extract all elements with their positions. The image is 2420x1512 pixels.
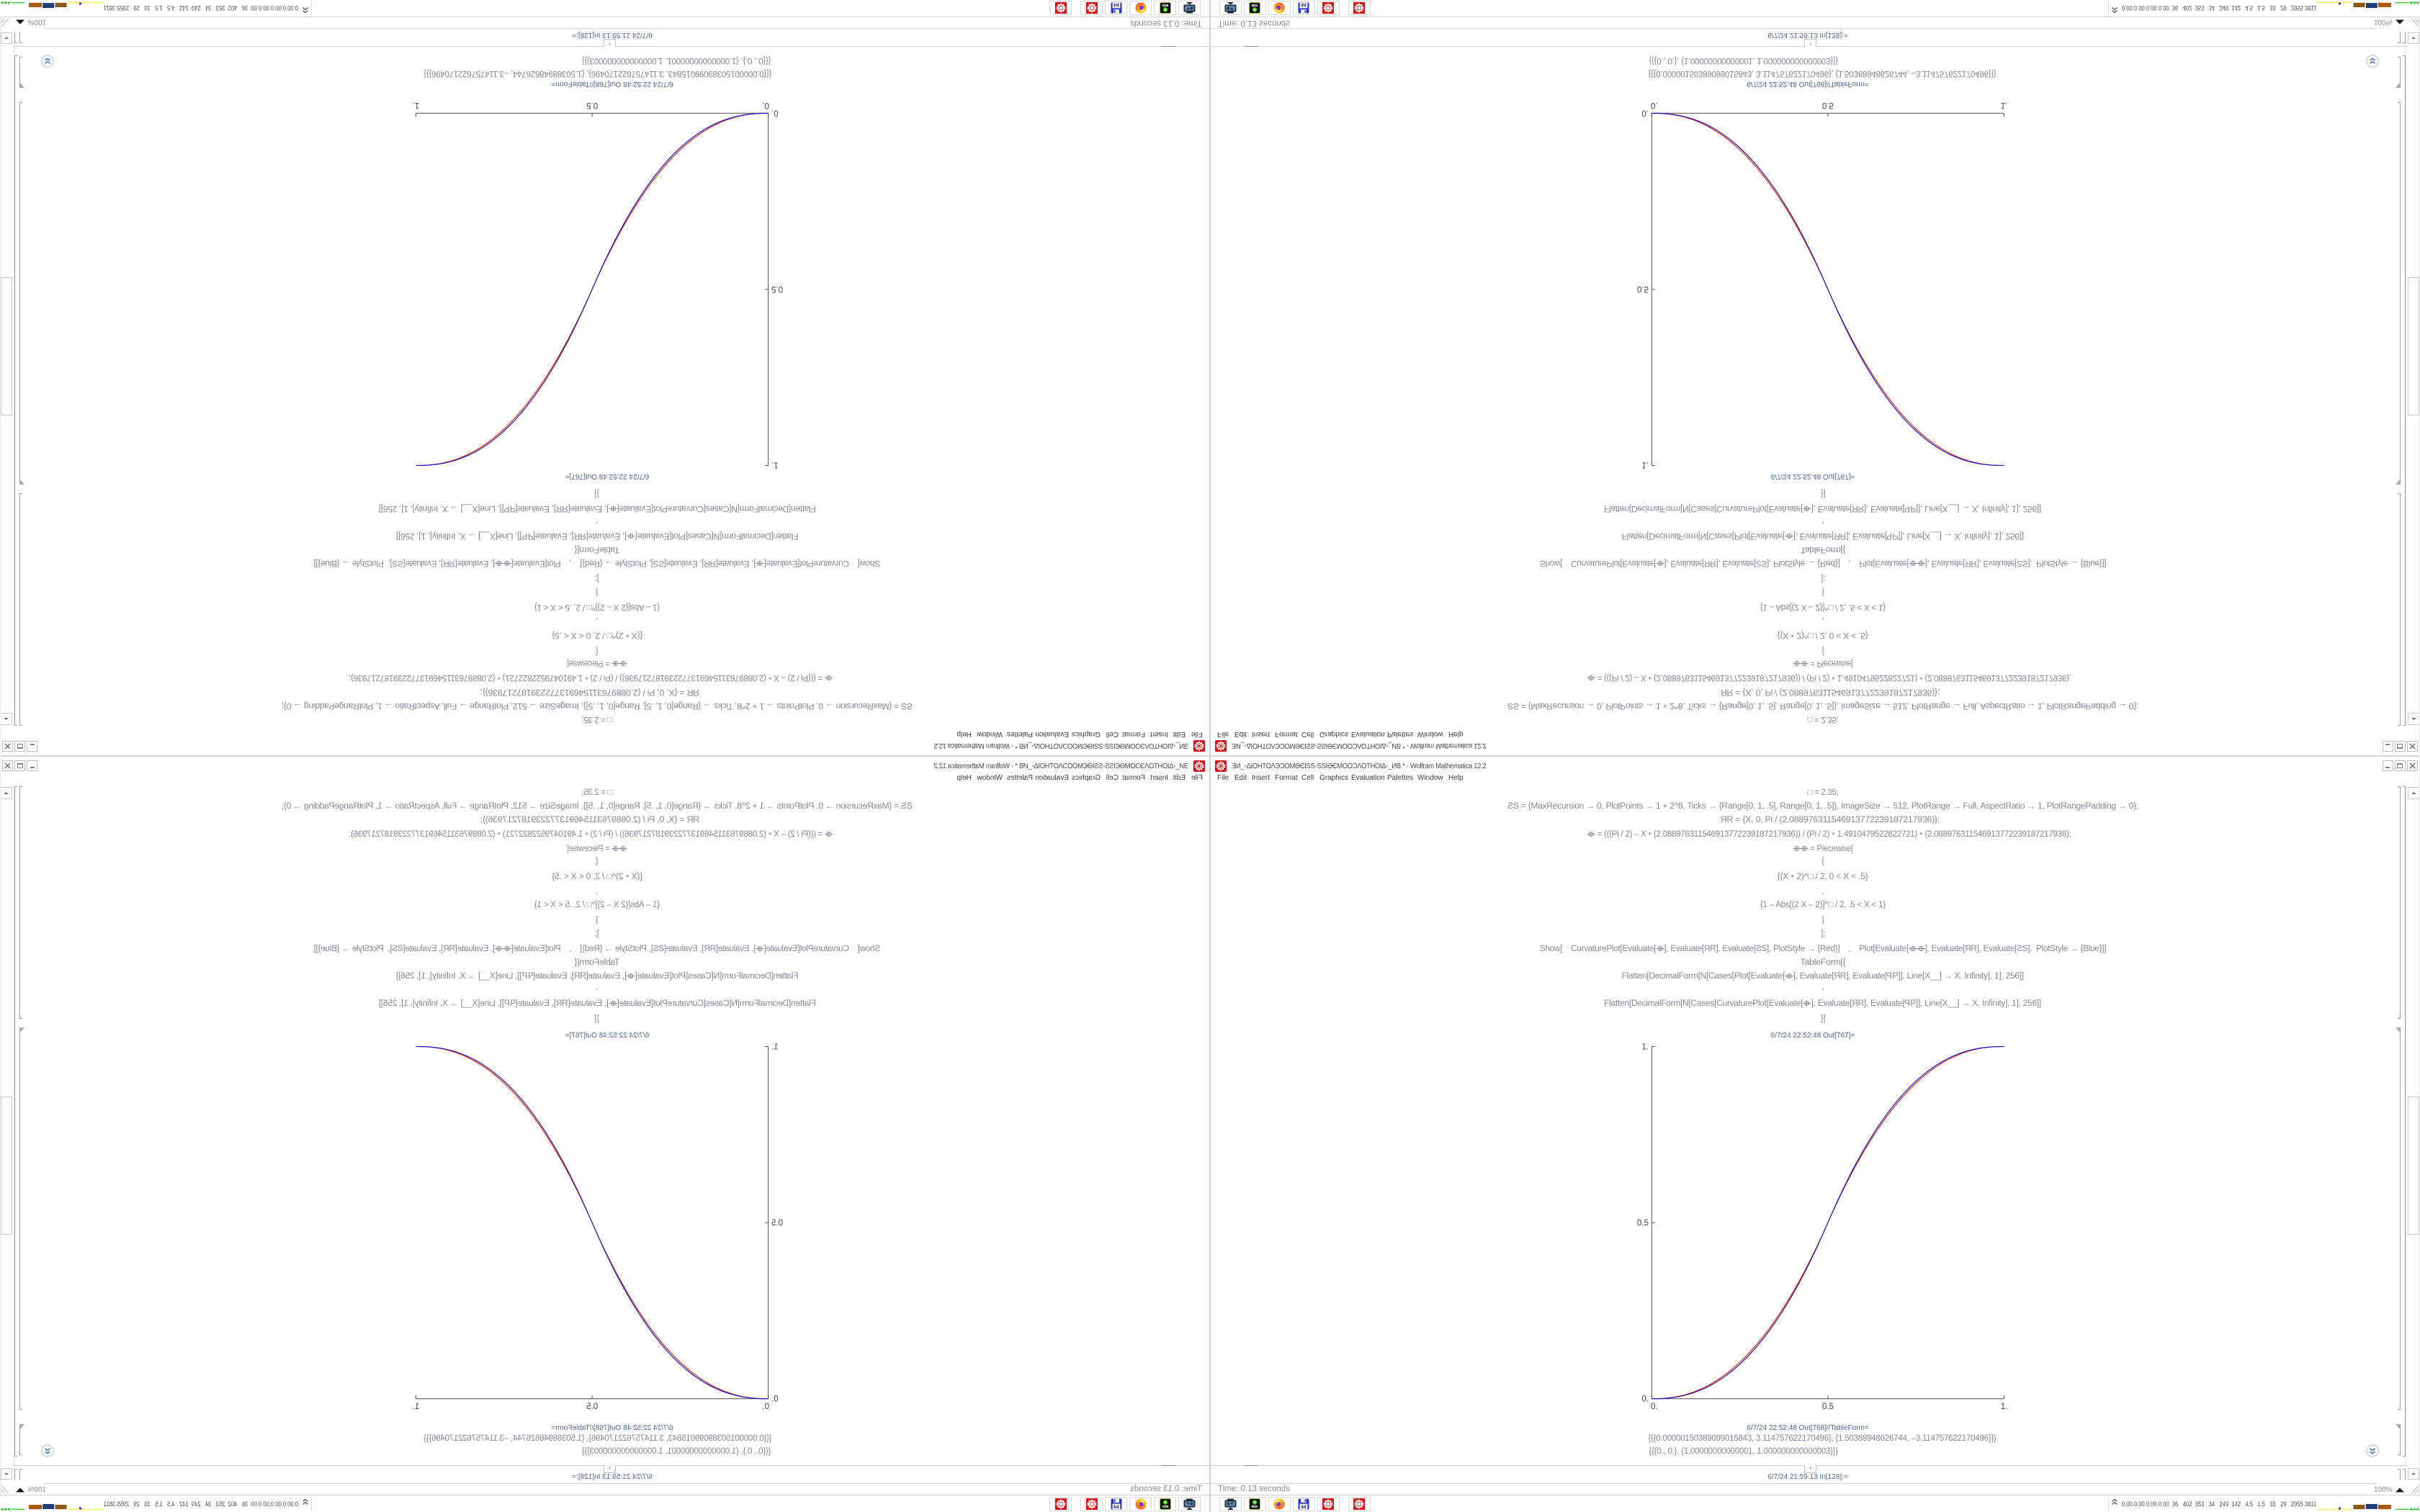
svg-text:0.: 0. bbox=[762, 1403, 769, 1411]
svg-text:1.: 1. bbox=[1641, 1043, 1649, 1052]
svg-text:0.5: 0.5 bbox=[1637, 284, 1649, 293]
svg-text:1.: 1. bbox=[413, 101, 420, 109]
svg-text:0.: 0. bbox=[762, 101, 769, 109]
svg-text:64: 64 bbox=[1301, 2, 1307, 7]
svg-text:0.: 0. bbox=[1641, 1395, 1649, 1404]
svg-text:1.: 1. bbox=[771, 1043, 779, 1052]
svg-text:1.: 1. bbox=[2001, 1403, 2008, 1411]
svg-text:0.5: 0.5 bbox=[1822, 1403, 1834, 1411]
svg-text:0.5: 0.5 bbox=[1637, 1219, 1649, 1228]
svg-text:0.: 0. bbox=[771, 109, 779, 117]
svg-text:0.5: 0.5 bbox=[586, 101, 598, 109]
svg-text:64: 64 bbox=[1301, 1505, 1307, 1510]
svg-text:0.5: 0.5 bbox=[771, 284, 783, 293]
svg-text:0.5: 0.5 bbox=[1822, 101, 1834, 109]
svg-text:0.: 0. bbox=[1641, 109, 1649, 117]
svg-text:0.: 0. bbox=[1651, 1403, 1658, 1411]
svg-text:0.: 0. bbox=[771, 1395, 779, 1404]
svg-text:64: 64 bbox=[1113, 2, 1119, 7]
svg-text:0.5: 0.5 bbox=[586, 1403, 598, 1411]
svg-text:1.: 1. bbox=[771, 460, 779, 469]
svg-text:0.: 0. bbox=[1651, 101, 1658, 109]
svg-text:0.5: 0.5 bbox=[771, 1219, 783, 1228]
svg-text:1.: 1. bbox=[1641, 460, 1649, 469]
svg-text:64: 64 bbox=[1113, 1505, 1119, 1510]
svg-text:1.: 1. bbox=[413, 1403, 420, 1411]
svg-text:1.: 1. bbox=[2001, 101, 2008, 109]
